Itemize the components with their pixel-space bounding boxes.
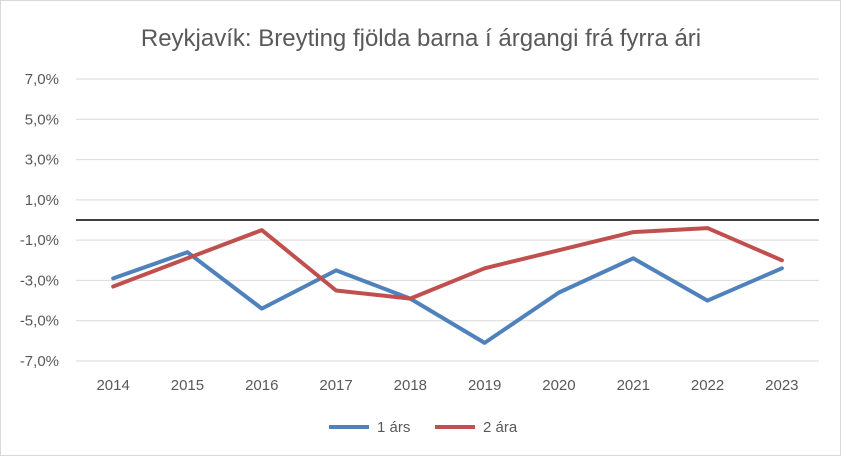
- x-tick-label: 2020: [542, 377, 575, 394]
- legend-item: 2 ára: [435, 419, 518, 436]
- x-axis-tick-labels: 2014 2015 2016 2017 2018 2019 2020 2021 2022 2023: [96, 377, 798, 394]
- x-tick-label: 2021: [617, 377, 650, 394]
- y-tick-label: -1,0%: [20, 232, 59, 249]
- chart-title: Reykjavík: Breyting fjölda barna í árgan…: [141, 25, 701, 52]
- x-tick-label: 2017: [319, 377, 352, 394]
- x-tick-label: 2022: [691, 377, 724, 394]
- series-1: [113, 252, 782, 343]
- x-tick-label: 2016: [245, 377, 278, 394]
- legend: 1 árs 2 ára: [329, 419, 518, 436]
- y-tick-label: -5,0%: [20, 313, 59, 330]
- series-line: [113, 252, 782, 343]
- legend-label: 1 árs: [377, 419, 410, 436]
- y-tick-label: -7,0%: [20, 353, 59, 370]
- x-tick-label: 2023: [765, 377, 798, 394]
- x-tick-label: 2014: [96, 377, 129, 394]
- legend-item: 1 árs: [329, 419, 410, 436]
- y-tick-label: 3,0%: [25, 152, 59, 169]
- series-lines: [113, 228, 782, 343]
- y-tick-label: 1,0%: [25, 192, 59, 209]
- x-tick-label: 2015: [171, 377, 204, 394]
- y-tick-label: 5,0%: [25, 111, 59, 128]
- legend-label: 2 ára: [483, 419, 518, 436]
- y-tick-label: 7,0%: [25, 71, 59, 88]
- y-tick-label: -3,0%: [20, 272, 59, 289]
- y-axis-tick-labels: 7,0% 5,0% 3,0% 1,0% -1,0% -3,0% -5,0% -7,0%: [20, 71, 59, 370]
- x-tick-label: 2018: [394, 377, 427, 394]
- x-tick-label: 2019: [468, 377, 501, 394]
